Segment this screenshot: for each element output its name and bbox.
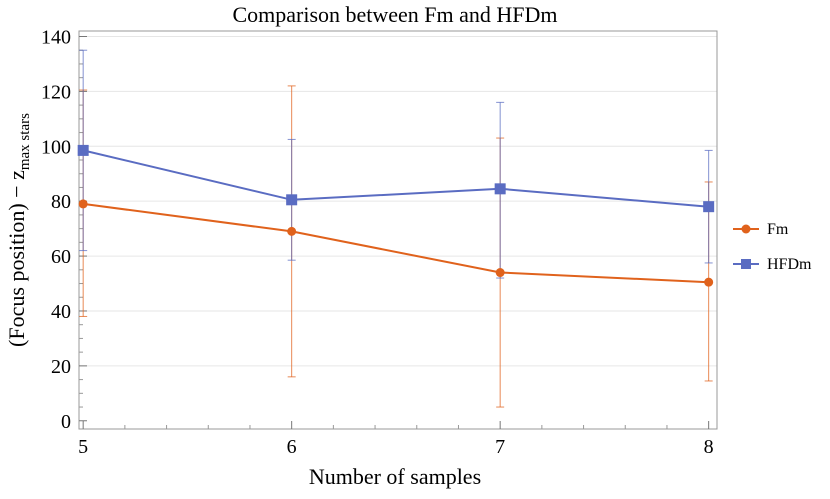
- series-line-hfdm: [82, 149, 709, 208]
- grid-lines: [79, 35, 717, 367]
- y-tick-label: 60: [51, 246, 71, 268]
- legend-swatch-marker: [741, 224, 751, 234]
- error-bars-fm: [79, 85, 713, 408]
- y-tick-label: 120: [41, 81, 71, 103]
- x-tick-label: 7: [495, 436, 505, 458]
- y-tick-label: 140: [41, 26, 71, 48]
- y-tick-label: 20: [51, 356, 71, 378]
- series-line-fm: [83, 202, 709, 284]
- chart-title: Comparison between Fm and HFDm: [232, 2, 557, 27]
- legend-swatch-marker: [741, 259, 751, 269]
- x-tick-label: 6: [287, 436, 297, 458]
- y-axis-label: (Focus position) − zmax stars: [4, 113, 33, 347]
- error-bars-hfdm: [79, 49, 713, 279]
- axis-ticks: 0 20 40 60 80 100 120 140 5 6 7 8: [41, 26, 714, 458]
- x-tick-label: 5: [78, 436, 88, 458]
- legend-item-hfdm: HFDm: [733, 256, 812, 273]
- y-axis-label-sub: max stars: [17, 113, 33, 170]
- data-point-hfdm: [494, 183, 506, 195]
- data-point-fm: [704, 277, 714, 287]
- data-point-hfdm: [77, 144, 89, 156]
- data-point-fm: [287, 226, 297, 236]
- legend: Fm HFDm: [733, 221, 812, 273]
- y-tick-label: 40: [51, 301, 71, 323]
- legend-label: HFDm: [767, 256, 812, 273]
- data-point-hfdm: [286, 194, 298, 206]
- y-tick-label: 100: [41, 136, 71, 158]
- legend-label: Fm: [767, 221, 789, 238]
- y-tick-label: 80: [51, 191, 71, 213]
- data-point-fm: [78, 199, 88, 209]
- y-axis-label-main: (Focus position) − z: [4, 170, 29, 347]
- x-axis-label: Number of samples: [309, 464, 481, 489]
- data-point-fm: [495, 268, 505, 278]
- series-layer: [77, 49, 715, 408]
- data-point-hfdm: [703, 201, 715, 213]
- plot-frame: [78, 30, 718, 430]
- y-tick-label: 0: [61, 411, 71, 433]
- x-tick-label: 8: [704, 436, 714, 458]
- legend-item-fm: Fm: [733, 221, 789, 238]
